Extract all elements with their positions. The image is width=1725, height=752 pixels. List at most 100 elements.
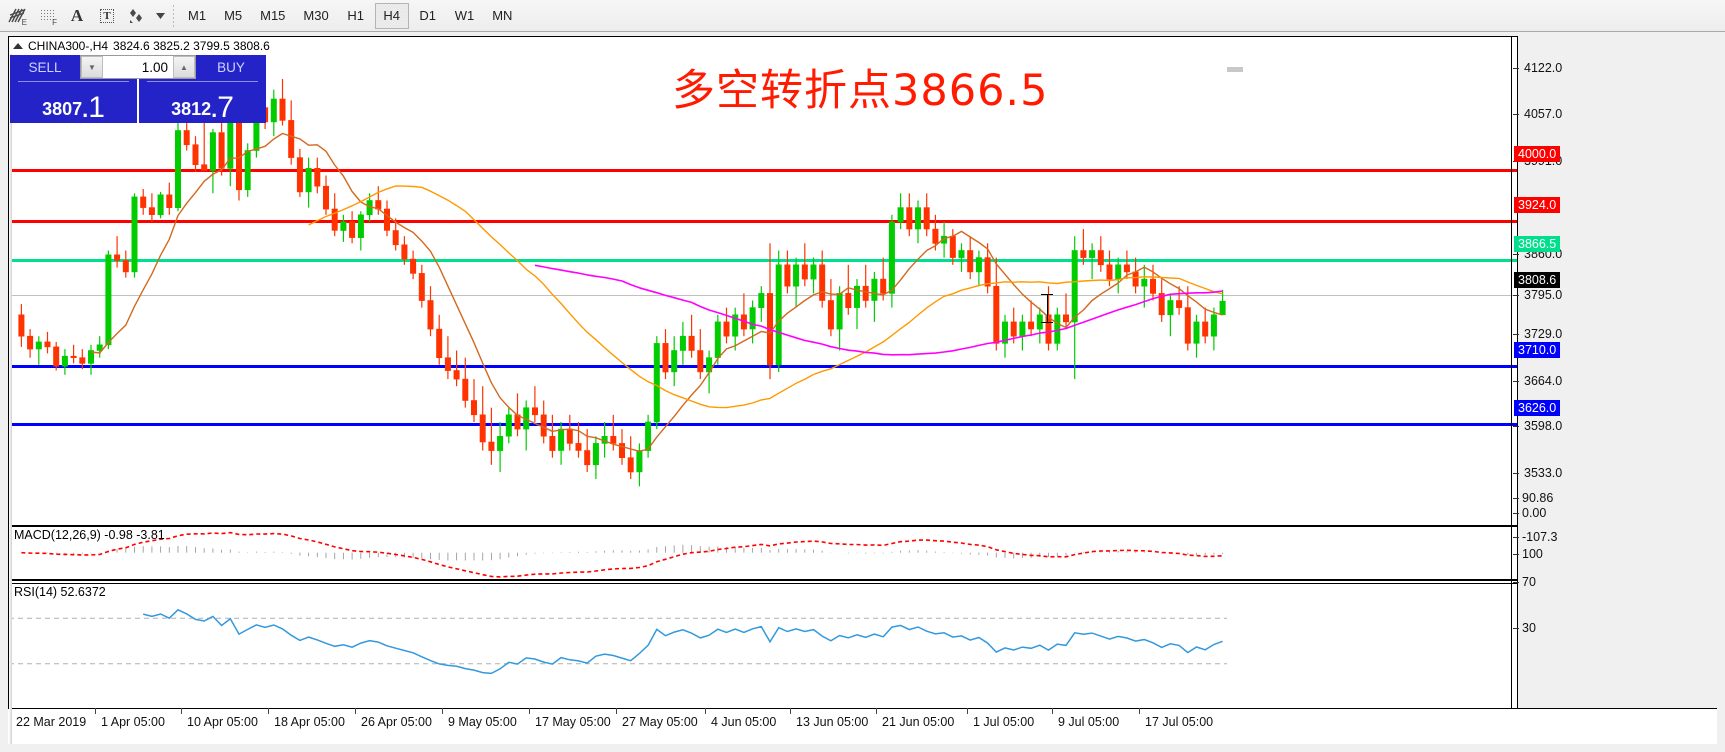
price-tick: 3729.0	[1512, 327, 1562, 341]
support-3626-tag[interactable]: 3626.0	[1514, 400, 1561, 416]
pivot-3866-tag[interactable]: 3866.5	[1514, 236, 1561, 252]
buy-button[interactable]: BUY	[196, 55, 266, 79]
time-tick: 4 Jun 05:00	[704, 708, 777, 729]
templates-subscript: F	[52, 17, 57, 27]
candlestick-chart	[18, 79, 1226, 487]
volume-decrease-button[interactable]: ▼	[81, 56, 103, 78]
last-price-tag: 3808.6	[1514, 272, 1561, 288]
time-tick: 13 Jun 05:00	[789, 708, 869, 729]
chart-window[interactable]: CHINA300-,H4 3824.6 3825.2 3799.5 3808.6…	[8, 36, 1518, 744]
time-tick: 1 Jul 05:00	[966, 708, 1035, 729]
rsi-pane[interactable]: RSI(14) 52.6372	[9, 583, 1517, 697]
rsi-tick: 100	[1512, 547, 1543, 561]
price-tick: 3664.0	[1512, 374, 1562, 388]
time-tick: 17 Jul 05:00	[1138, 708, 1214, 729]
pane-resize-handle[interactable]	[1227, 67, 1243, 72]
macd-label: MACD(12,26,9) -0.98 -3.81	[14, 528, 165, 542]
chart-annotation[interactable]: 多空转折点3866.5	[672, 66, 1049, 116]
price-tick: 3533.0	[1512, 466, 1562, 480]
trade-panel-top-row: SELL ▼ 1.00 ▲ BUY	[10, 55, 266, 79]
one-click-trading-panel: SELL ▼ 1.00 ▲ BUY 3807 . 1 3812 . 7	[10, 55, 266, 123]
timeframe-w1[interactable]: W1	[454, 8, 475, 23]
ask-price-int: 3812	[171, 99, 212, 119]
macd-pane[interactable]: MACD(12,26,9) -0.98 -3.81	[9, 525, 1517, 581]
time-tick: 9 Jul 05:00	[1051, 708, 1120, 729]
timeframe-m15[interactable]: M15	[260, 8, 286, 23]
cursor-crosshair-h2	[1041, 322, 1053, 323]
macd-tick: 0.00	[1512, 506, 1546, 520]
time-tick: 17 May 05:00	[529, 708, 611, 729]
collapse-triangle-icon[interactable]	[13, 42, 23, 49]
time-tick: 21 Jun 05:00	[875, 708, 955, 729]
ask-price-dot: .	[211, 97, 218, 122]
time-axis[interactable]: 22 Mar 2019 1 Apr 05:00 10 Apr 05:00 18 …	[8, 708, 1717, 744]
timeframe-d1[interactable]: D1	[419, 8, 437, 23]
resistance-4000-tag[interactable]: 4000.0	[1514, 146, 1561, 162]
macd-tick: -107.3	[1512, 530, 1557, 544]
ask-price-frac: 7	[217, 91, 234, 124]
time-tick: 26 Apr 05:00	[355, 708, 432, 729]
ask-price[interactable]: 3812 . 7	[139, 79, 266, 123]
rsi-tick: 70	[1512, 575, 1536, 589]
time-tick: 18 Apr 05:00	[268, 708, 345, 729]
level-line-3710[interactable]	[9, 365, 1517, 368]
level-line-4000[interactable]	[9, 169, 1517, 172]
bid-price-dot: .	[82, 97, 89, 122]
price-scale[interactable]: 4122.0 4057.0 3991.0 3860.0 3795.0 3729.…	[1511, 36, 1717, 744]
rsi-plot	[9, 608, 1227, 675]
bid-price-frac: 1	[88, 91, 105, 124]
chart-left-rail	[9, 54, 12, 744]
chart-header: CHINA300-,H4 3824.6 3825.2 3799.5 3808.6	[9, 37, 1517, 54]
level-line-3626[interactable]	[9, 423, 1517, 426]
sell-button[interactable]: SELL	[10, 55, 80, 79]
chart-symbol-label: CHINA300-,H4	[28, 38, 109, 53]
price-tick: 3795.0	[1512, 288, 1562, 302]
timeframe-mn[interactable]: MN	[492, 8, 513, 23]
price-tick: 3598.0	[1512, 419, 1562, 433]
timeframe-m1[interactable]: M1	[188, 8, 207, 23]
macd-plot	[21, 531, 1224, 578]
templates-grid	[39, 9, 55, 22]
resistance-3924-tag[interactable]: 3924.0	[1514, 197, 1561, 213]
price-pane[interactable]	[9, 54, 1517, 522]
volume-stepper[interactable]: ▼ 1.00 ▲	[80, 55, 196, 79]
objects-dropdown-icon[interactable]	[152, 2, 168, 30]
support-3710-tag[interactable]: 3710.0	[1514, 342, 1561, 358]
indicators-glyph	[8, 8, 26, 22]
price-tick: 4122.0	[1512, 61, 1562, 75]
text-object-box: T	[100, 8, 114, 23]
indicators-subscript: E	[21, 17, 27, 27]
toolbar-separator	[173, 4, 174, 27]
templates-icon[interactable]: F	[32, 2, 62, 30]
rsi-tick: 30	[1512, 621, 1536, 635]
text-object-icon[interactable]: T	[92, 2, 122, 30]
objects-glyph	[130, 8, 142, 23]
chart-ohlc-label: 3824.6 3825.2 3799.5 3808.6	[113, 38, 270, 53]
timeframe-m30[interactable]: M30	[303, 8, 329, 23]
rsi-label: RSI(14) 52.6372	[14, 585, 106, 599]
bid-price[interactable]: 3807 . 1	[10, 79, 137, 123]
main-toolbar: E F A T M1 M5 M15 M30 H1 H4 D	[0, 0, 1725, 32]
text-label-icon[interactable]: A	[70, 5, 84, 25]
timeframe-h1[interactable]: H1	[347, 8, 365, 23]
timeframe-h4[interactable]: H4	[374, 2, 409, 29]
objects-icon[interactable]	[122, 2, 152, 30]
time-tick: 1 Apr 05:00	[95, 708, 165, 729]
time-tick: 10 Apr 05:00	[181, 708, 258, 729]
level-line-3866[interactable]	[9, 259, 1517, 262]
chevron-down-icon	[155, 12, 165, 19]
cursor-crosshair-h	[1041, 294, 1053, 295]
cursor-crosshair	[1047, 294, 1048, 322]
time-tick: 22 Mar 2019	[9, 708, 87, 729]
time-tick: 27 May 05:00	[616, 708, 698, 729]
level-line-3924[interactable]	[9, 220, 1517, 223]
macd-tick: 90.86	[1512, 491, 1553, 505]
volume-input[interactable]: 1.00	[103, 56, 173, 78]
price-tick: 4057.0	[1512, 107, 1562, 121]
volume-increase-button[interactable]: ▲	[173, 56, 195, 78]
trade-panel-prices-row: 3807 . 1 3812 . 7	[10, 79, 266, 123]
timeframe-m5[interactable]: M5	[224, 8, 243, 23]
bid-price-int: 3807	[42, 99, 83, 119]
indicators-icon[interactable]: E	[2, 2, 32, 30]
